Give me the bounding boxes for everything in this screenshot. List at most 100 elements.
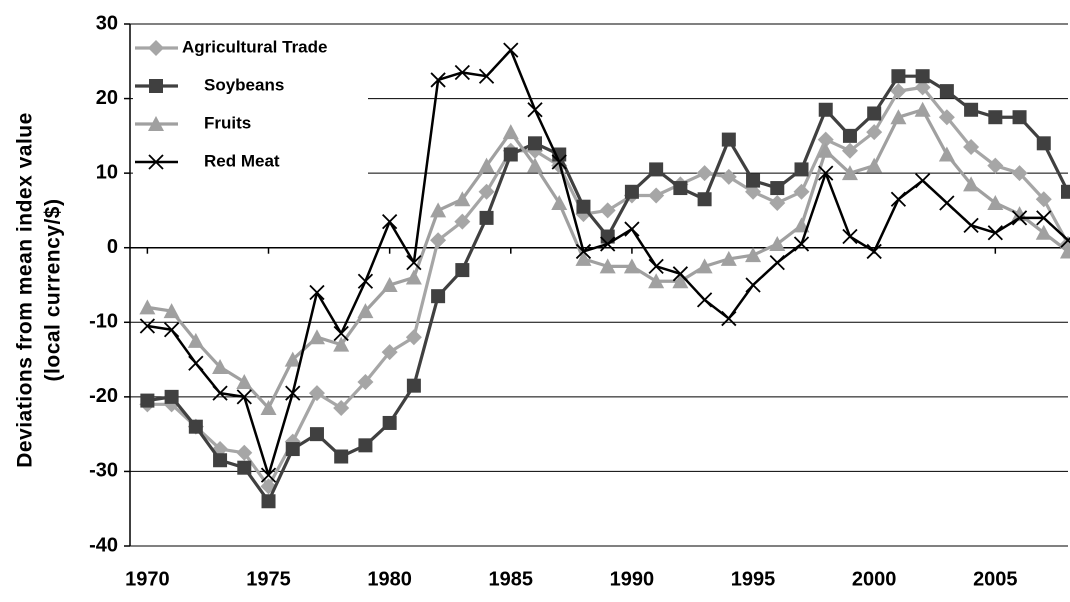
marker	[357, 373, 374, 390]
marker	[1060, 243, 1070, 259]
marker	[939, 84, 954, 99]
marker	[599, 258, 616, 274]
x-tick-label: 1970	[125, 568, 170, 590]
marker	[212, 359, 229, 375]
y-tick-label: -10	[89, 311, 118, 333]
marker	[431, 289, 446, 304]
marker	[624, 184, 639, 199]
marker	[673, 181, 688, 196]
marker	[720, 168, 737, 185]
marker	[770, 181, 785, 196]
marker	[842, 228, 858, 245]
marker	[479, 210, 494, 225]
marker	[938, 109, 955, 126]
marker	[140, 393, 155, 408]
marker	[430, 202, 447, 218]
marker	[502, 124, 519, 140]
marker	[148, 154, 164, 170]
marker	[357, 303, 374, 319]
marker	[333, 400, 350, 417]
marker	[963, 217, 979, 233]
marker	[696, 165, 713, 182]
marker	[454, 64, 470, 81]
marker	[599, 202, 616, 219]
marker	[866, 243, 882, 260]
marker	[866, 124, 883, 141]
marker	[987, 157, 1004, 174]
y-tick-label: -40	[89, 534, 118, 556]
marker	[890, 191, 907, 207]
marker	[163, 303, 180, 319]
marker	[454, 213, 471, 230]
marker	[745, 183, 762, 200]
marker	[939, 195, 955, 211]
marker	[817, 142, 834, 158]
marker	[769, 235, 786, 251]
marker	[818, 165, 834, 181]
marker	[1035, 191, 1052, 208]
legend-label: Fruits	[204, 113, 251, 132]
marker	[187, 332, 204, 348]
marker	[915, 69, 930, 84]
marker	[623, 258, 640, 274]
marker	[478, 183, 495, 200]
marker	[478, 157, 495, 173]
marker	[237, 460, 252, 475]
marker	[164, 389, 179, 404]
marker	[988, 110, 1003, 125]
marker	[697, 192, 712, 207]
marker	[309, 284, 325, 301]
marker	[188, 419, 203, 434]
y-tick-label: -20	[89, 385, 118, 407]
marker	[914, 101, 931, 117]
x-tick-label: 1975	[246, 568, 291, 590]
marker	[212, 385, 228, 401]
marker	[745, 277, 761, 293]
marker	[236, 444, 253, 461]
marker	[148, 40, 164, 56]
x-tick-label: 1980	[367, 568, 412, 590]
marker	[720, 250, 737, 266]
marker	[1011, 165, 1028, 182]
marker	[455, 263, 470, 278]
marker	[576, 199, 591, 214]
marker	[430, 232, 447, 249]
marker	[746, 173, 761, 188]
marker	[963, 176, 980, 192]
marker	[261, 494, 276, 509]
marker	[890, 109, 907, 125]
marker	[818, 102, 833, 117]
y-tick-label: 30	[96, 12, 118, 34]
marker	[213, 453, 228, 468]
marker	[551, 194, 568, 210]
marker	[891, 69, 906, 84]
y-tick-label: 0	[107, 236, 118, 258]
marker	[769, 254, 785, 271]
marker	[721, 132, 736, 147]
marker	[721, 310, 737, 327]
marker	[1061, 184, 1070, 199]
marker	[139, 299, 156, 315]
x-tick-label: 1985	[489, 568, 534, 590]
marker	[405, 329, 422, 346]
marker	[527, 102, 543, 118]
y-label-line: Deviations from mean index value	[14, 112, 37, 468]
marker	[551, 154, 567, 170]
legend-label: Red Meat	[204, 151, 280, 170]
marker	[600, 236, 616, 252]
marker	[696, 292, 713, 308]
marker	[149, 79, 163, 93]
marker	[648, 258, 664, 274]
marker	[405, 269, 422, 285]
y-label-line: (local currency/$)	[42, 199, 65, 382]
marker	[842, 128, 857, 143]
marker	[309, 427, 324, 442]
marker	[866, 157, 883, 173]
marker	[793, 236, 810, 252]
marker	[382, 415, 397, 430]
marker	[648, 273, 665, 289]
marker	[430, 72, 446, 88]
marker	[503, 42, 519, 58]
marker	[841, 142, 858, 159]
